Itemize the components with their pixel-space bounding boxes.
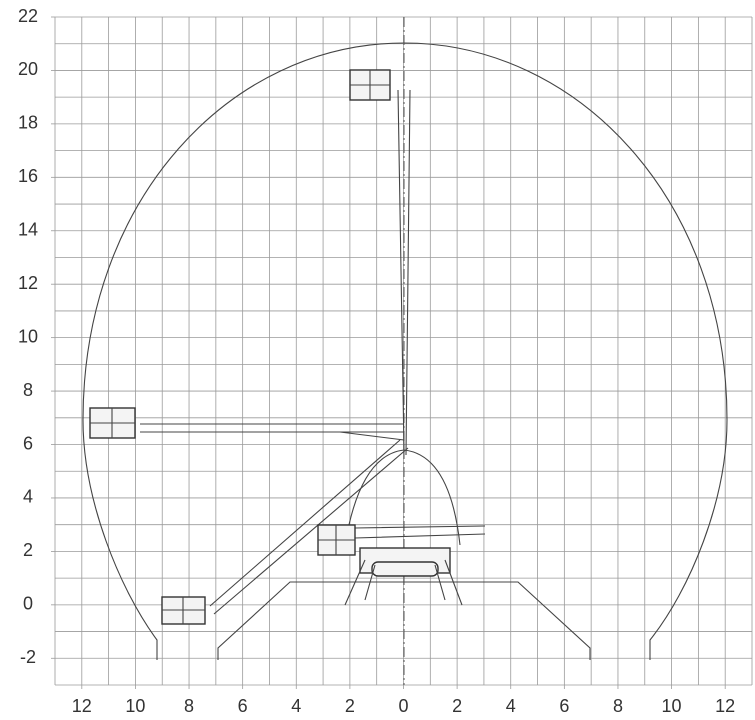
x-tick-label: 2	[452, 696, 462, 716]
y-tick-label: 12	[18, 273, 38, 293]
x-tick-label: 12	[715, 696, 735, 716]
y-tick-label: 8	[23, 380, 33, 400]
y-tick-label: 10	[18, 326, 38, 346]
x-tick-label: 4	[291, 696, 301, 716]
y-tick-label: 20	[18, 59, 38, 79]
x-tick-label: 12	[72, 696, 92, 716]
lift	[89, 69, 486, 625]
x-tick-label: 8	[613, 696, 623, 716]
x-tick-label: 2	[345, 696, 355, 716]
y-tick-label: 6	[23, 433, 33, 453]
y-tick-label: 2	[23, 540, 33, 560]
y-tick-label: 22	[18, 6, 38, 26]
y-tick-label: 18	[18, 113, 38, 133]
y-tick-label: -2	[20, 647, 36, 667]
y-tick-label: 0	[23, 594, 33, 614]
y-tick-label: 16	[18, 166, 38, 186]
x-tick-label: 6	[238, 696, 248, 716]
x-tick-label: 10	[125, 696, 145, 716]
x-tick-label: 0	[398, 696, 408, 716]
x-tick-label: 10	[662, 696, 682, 716]
y-tick-label: 14	[18, 220, 38, 240]
x-tick-label: 8	[184, 696, 194, 716]
x-tick-label: 4	[506, 696, 516, 716]
x-tick-label: 6	[559, 696, 569, 716]
envelope	[82, 17, 728, 685]
y-tick-label: 4	[23, 487, 33, 507]
